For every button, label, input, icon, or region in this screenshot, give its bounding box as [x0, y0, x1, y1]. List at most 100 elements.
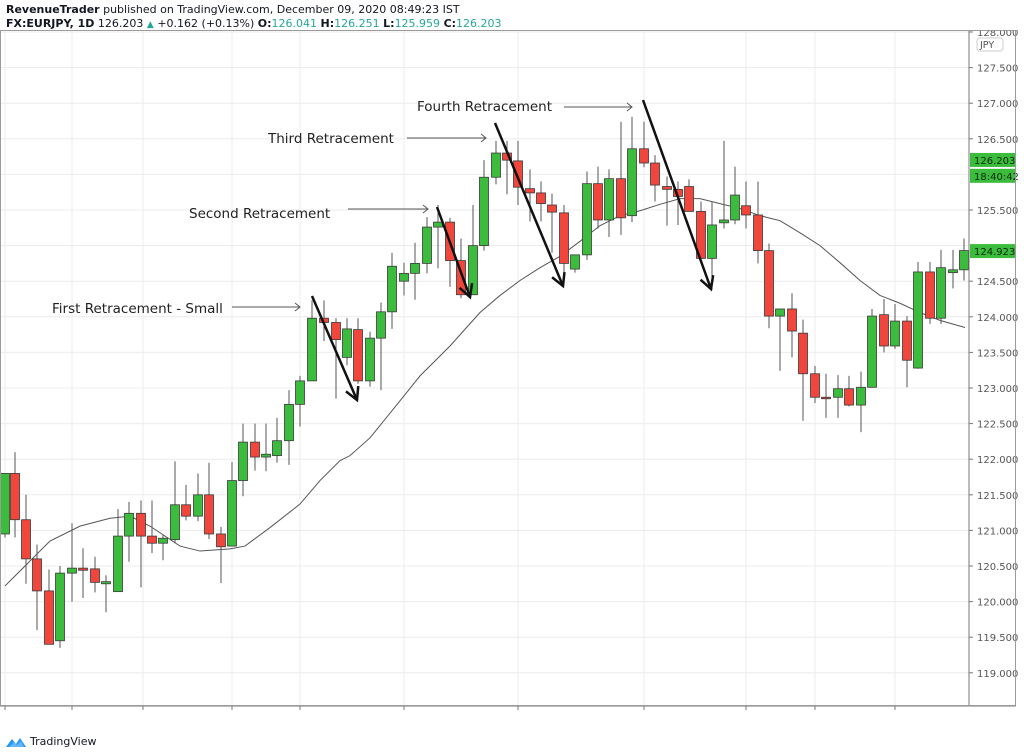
candle-bearish[interactable] — [810, 373, 820, 398]
currency-badge[interactable] — [976, 37, 1004, 52]
candle-bearish[interactable] — [44, 590, 54, 645]
candle-bullish[interactable] — [387, 265, 397, 313]
candle-bullish[interactable] — [295, 380, 305, 405]
candle-bullish[interactable] — [170, 504, 180, 541]
candle-bearish[interactable] — [90, 568, 100, 583]
candle-bearish[interactable] — [639, 148, 649, 164]
candle-bullish[interactable] — [410, 262, 420, 274]
candle-bullish[interactable] — [0, 473, 10, 535]
candle-bearish[interactable] — [204, 494, 214, 535]
candle-bullish[interactable] — [775, 308, 785, 317]
candle-bullish[interactable] — [730, 194, 740, 221]
trend-arrowhead-icon — [345, 385, 360, 403]
author-name[interactable]: RevenueTrader — [6, 3, 100, 16]
candle-bullish[interactable] — [468, 245, 478, 296]
candle-bullish[interactable] — [491, 152, 501, 178]
candle-bullish[interactable] — [272, 440, 282, 457]
candle-bullish[interactable] — [124, 512, 134, 537]
candle-bearish[interactable] — [10, 473, 20, 521]
candle-bearish[interactable] — [662, 186, 672, 190]
price-tick-label: 120.500 — [977, 562, 1018, 573]
candle-bullish[interactable] — [193, 494, 203, 517]
candle-bullish[interactable] — [856, 386, 866, 406]
candle-bullish[interactable] — [67, 567, 77, 574]
candle-bearish[interactable] — [798, 332, 808, 375]
candle-bullish[interactable] — [627, 148, 637, 217]
candle-bullish[interactable] — [238, 441, 248, 481]
candle-bullish[interactable] — [582, 183, 592, 256]
retracement-trend-arrow[interactable] — [310, 295, 359, 401]
symbol-label[interactable]: FX:EURJPY, 1D — [6, 17, 95, 30]
candle-bearish[interactable] — [684, 186, 694, 212]
candle-bearish[interactable] — [559, 212, 569, 264]
candle-bullish[interactable] — [604, 178, 614, 221]
candle-bullish[interactable] — [158, 537, 168, 544]
candle-bearish[interactable] — [456, 260, 466, 296]
candle-bearish[interactable] — [821, 396, 831, 400]
price-tick-label: 123.000 — [977, 384, 1018, 395]
candle-bearish[interactable] — [536, 192, 546, 204]
candle-bullish[interactable] — [261, 453, 271, 458]
price-tick-label: 121.000 — [977, 526, 1018, 537]
time-axis-bg — [0, 706, 1016, 724]
candle-bullish[interactable] — [365, 337, 375, 382]
price-tick-label: 120.000 — [977, 598, 1018, 609]
candle-bullish[interactable] — [55, 572, 65, 642]
candle-bearish[interactable] — [547, 204, 557, 213]
price-label-text: 18:40:42 — [974, 172, 1019, 183]
candle-bearish[interactable] — [787, 308, 797, 332]
candle-bearish[interactable] — [741, 205, 751, 216]
candle-bearish[interactable] — [513, 160, 523, 188]
candle-bullish[interactable] — [101, 581, 111, 585]
candle-bearish[interactable] — [216, 533, 226, 548]
candle-bearish[interactable] — [650, 162, 660, 186]
candle-bullish[interactable] — [890, 320, 900, 347]
candle-bullish[interactable] — [719, 219, 729, 224]
candle-bullish[interactable] — [113, 535, 123, 593]
candle-bullish[interactable] — [936, 267, 946, 319]
candle-bullish[interactable] — [376, 311, 386, 339]
candle-bearish[interactable] — [21, 519, 31, 560]
candle-bearish[interactable] — [331, 322, 341, 340]
candle-bullish[interactable] — [867, 315, 877, 388]
candle-bullish[interactable] — [307, 317, 317, 382]
candle-bearish[interactable] — [78, 567, 88, 571]
candle-bearish[interactable] — [844, 388, 854, 406]
chart-canvas[interactable]: First Retracement - Small Second Retracem… — [0, 28, 1024, 724]
candle-bullish[interactable] — [833, 388, 843, 398]
retracement-trend-arrow[interactable] — [493, 122, 565, 287]
candle-bearish[interactable] — [616, 178, 626, 219]
candle-bearish[interactable] — [593, 183, 603, 221]
candle-bullish[interactable] — [399, 272, 409, 282]
candle-bearish[interactable] — [181, 504, 191, 517]
candle-bullish[interactable] — [422, 226, 432, 264]
candle-bullish[interactable] — [433, 221, 443, 228]
candle-bullish[interactable] — [284, 403, 294, 442]
price-tick-label: 127.000 — [977, 99, 1018, 110]
candle-bearish[interactable] — [147, 535, 157, 544]
candlestick-chart[interactable]: First Retracement - Small Second Retracem… — [0, 28, 1024, 724]
candle-bearish[interactable] — [879, 314, 889, 347]
price-tick-label: 123.500 — [977, 348, 1018, 359]
candle-bearish[interactable] — [250, 441, 260, 458]
candle-bullish[interactable] — [479, 176, 489, 246]
candle-bullish[interactable] — [227, 480, 237, 547]
brand-name[interactable]: TradingView — [30, 735, 97, 748]
candle-bearish[interactable] — [902, 320, 912, 361]
candle-bullish[interactable] — [570, 254, 580, 270]
candle-bearish[interactable] — [32, 558, 42, 592]
candle-bullish[interactable] — [913, 271, 923, 369]
candle-bearish[interactable] — [764, 250, 774, 317]
candle-bearish[interactable] — [925, 271, 935, 319]
candle-bullish[interactable] — [959, 250, 969, 271]
candle-bearish[interactable] — [136, 512, 146, 537]
retracement-trend-arrow[interactable] — [641, 99, 713, 290]
candle-bearish[interactable] — [753, 214, 763, 251]
candle-bearish[interactable] — [353, 329, 363, 382]
candle-bullish[interactable] — [707, 224, 717, 259]
candle-bullish[interactable] — [948, 269, 958, 274]
retracement-trend-arrow[interactable] — [435, 206, 472, 298]
candle-bullish[interactable] — [342, 328, 352, 358]
candle-bearish[interactable] — [525, 188, 535, 194]
price-tick-label: 126.500 — [977, 135, 1018, 146]
